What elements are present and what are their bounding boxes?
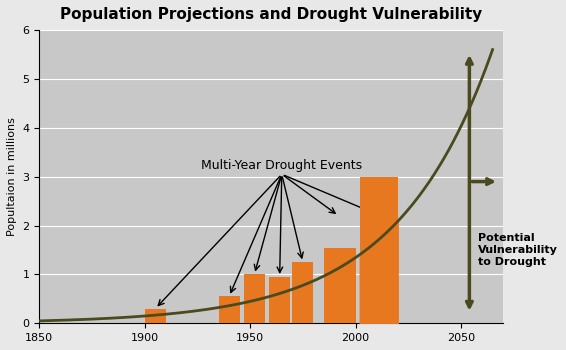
Bar: [218, 296, 239, 323]
Text: Potential
Vulnerability
to Drought: Potential Vulnerability to Drought: [478, 233, 558, 267]
Bar: [269, 277, 290, 323]
Y-axis label: Popultaion in millions: Popultaion in millions: [7, 117, 17, 236]
Text: Multi-Year Drought Events: Multi-Year Drought Events: [201, 159, 362, 172]
Bar: [244, 274, 265, 323]
Title: Population Projections and Drought Vulnerability: Population Projections and Drought Vulne…: [60, 7, 482, 22]
Bar: [360, 177, 398, 323]
Bar: [324, 247, 355, 323]
Bar: [292, 262, 314, 323]
Bar: [145, 309, 166, 323]
